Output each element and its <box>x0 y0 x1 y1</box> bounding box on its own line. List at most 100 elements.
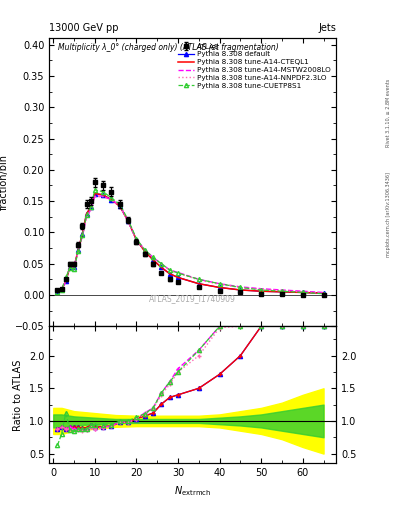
Pythia 8.308 tune-A14-NNPDF2.3LO <box>142 247 147 253</box>
Pythia 8.308 tune-A14-MSTW2008LO <box>321 289 326 295</box>
Pythia 8.308 tune-A14-NNPDF2.3LO <box>167 267 172 273</box>
Pythia 8.308 tune-A14-CTEQL1 <box>101 192 106 198</box>
Text: mcplots.cern.ch [arXiv:1306.3436]: mcplots.cern.ch [arXiv:1306.3436] <box>386 173 391 258</box>
Pythia 8.308 tune-CUETP8S1 <box>142 247 147 253</box>
Pythia 8.308 tune-A14-CTEQL1 <box>72 264 76 270</box>
Pythia 8.308 tune-A14-MSTW2008LO <box>126 218 130 224</box>
Pythia 8.308 tune-A14-CTEQL1 <box>126 218 130 224</box>
Pythia 8.308 tune-A14-MSTW2008LO <box>300 288 305 294</box>
Text: 13000 GeV pp: 13000 GeV pp <box>49 23 119 33</box>
Pythia 8.308 tune-A14-MSTW2008LO <box>134 237 139 243</box>
Pythia 8.308 tune-A14-MSTW2008LO <box>80 233 85 239</box>
Pythia 8.308 tune-A14-MSTW2008LO <box>259 286 264 292</box>
Pythia 8.308 default <box>63 278 68 284</box>
Legend: ATLAS, Pythia 8.308 default, Pythia 8.308 tune-A14-CTEQL1, Pythia 8.308 tune-A14: ATLAS, Pythia 8.308 default, Pythia 8.30… <box>177 42 332 90</box>
Pythia 8.308 tune-A14-NNPDF2.3LO <box>196 277 201 283</box>
Pythia 8.308 tune-A14-NNPDF2.3LO <box>238 284 243 290</box>
Pythia 8.308 tune-A14-NNPDF2.3LO <box>88 207 93 214</box>
Pythia 8.308 tune-A14-MSTW2008LO <box>101 193 106 199</box>
Pythia 8.308 tune-A14-NNPDF2.3LO <box>217 281 222 287</box>
Pythia 8.308 tune-A14-CTEQL1 <box>238 287 243 293</box>
Pythia 8.308 tune-CUETP8S1 <box>151 254 155 261</box>
Pythia 8.308 tune-CUETP8S1 <box>59 287 64 293</box>
Pythia 8.308 default <box>88 204 93 210</box>
Pythia 8.308 tune-A14-MSTW2008LO <box>176 269 180 275</box>
Pythia 8.308 tune-A14-MSTW2008LO <box>68 264 72 270</box>
Pythia 8.308 default <box>109 197 114 203</box>
Pythia 8.308 tune-A14-CTEQL1 <box>55 288 60 294</box>
Pythia 8.308 default <box>134 237 139 243</box>
Pythia 8.308 default <box>72 264 76 270</box>
Pythia 8.308 tune-A14-CTEQL1 <box>118 203 122 209</box>
Pythia 8.308 tune-A14-MSTW2008LO <box>92 193 97 199</box>
Pythia 8.308 default <box>118 203 122 209</box>
Pythia 8.308 tune-A14-CTEQL1 <box>176 274 180 281</box>
Text: Multiplicity λ_0° (charged only) (ATLAS jet fragmentation): Multiplicity λ_0° (charged only) (ATLAS … <box>58 42 279 52</box>
Pythia 8.308 tune-A14-CTEQL1 <box>84 210 89 217</box>
Pythia 8.308 tune-A14-NNPDF2.3LO <box>68 264 72 270</box>
Pythia 8.308 tune-A14-NNPDF2.3LO <box>126 219 130 225</box>
Pythia 8.308 tune-A14-MSTW2008LO <box>88 207 93 213</box>
Y-axis label: fraction/bin: fraction/bin <box>0 154 9 210</box>
Pythia 8.308 tune-CUETP8S1 <box>217 281 222 287</box>
Pythia 8.308 tune-A14-NNPDF2.3LO <box>63 278 68 284</box>
Pythia 8.308 tune-CUETP8S1 <box>159 261 164 267</box>
Pythia 8.308 tune-A14-NNPDF2.3LO <box>159 261 164 267</box>
Pythia 8.308 tune-A14-CTEQL1 <box>109 197 114 203</box>
Pythia 8.308 tune-A14-NNPDF2.3LO <box>92 194 97 200</box>
Pythia 8.308 tune-A14-CTEQL1 <box>321 290 326 296</box>
Pythia 8.308 default <box>196 281 201 287</box>
Pythia 8.308 default <box>55 288 60 294</box>
Pythia 8.308 default <box>300 289 305 295</box>
Pythia 8.308 tune-A14-MSTW2008LO <box>59 286 64 292</box>
Pythia 8.308 default <box>76 247 81 253</box>
Pythia 8.308 tune-A14-NNPDF2.3LO <box>55 288 60 294</box>
Pythia 8.308 tune-A14-CTEQL1 <box>92 190 97 197</box>
Pythia 8.308 tune-CUETP8S1 <box>55 289 60 295</box>
Y-axis label: Ratio to ATLAS: Ratio to ATLAS <box>13 359 23 431</box>
Pythia 8.308 default <box>167 271 172 277</box>
Pythia 8.308 tune-CUETP8S1 <box>92 187 97 193</box>
Pythia 8.308 tune-A14-MSTW2008LO <box>142 246 147 252</box>
Pythia 8.308 tune-A14-NNPDF2.3LO <box>279 288 284 294</box>
Pythia 8.308 tune-A14-NNPDF2.3LO <box>118 203 122 209</box>
Pythia 8.308 tune-A14-CTEQL1 <box>80 230 85 237</box>
Pythia 8.308 tune-A14-NNPDF2.3LO <box>80 233 85 240</box>
Pythia 8.308 tune-A14-CTEQL1 <box>151 257 155 263</box>
Line: Pythia 8.308 default: Pythia 8.308 default <box>55 191 326 295</box>
Text: Rivet 3.1.10, ≥ 2.8M events: Rivet 3.1.10, ≥ 2.8M events <box>386 78 391 147</box>
Pythia 8.308 tune-A14-NNPDF2.3LO <box>72 265 76 271</box>
Pythia 8.308 default <box>80 230 85 237</box>
Pythia 8.308 tune-A14-MSTW2008LO <box>118 202 122 208</box>
Pythia 8.308 tune-A14-NNPDF2.3LO <box>59 286 64 292</box>
Pythia 8.308 default <box>238 287 243 293</box>
Pythia 8.308 tune-A14-NNPDF2.3LO <box>76 249 81 255</box>
Pythia 8.308 tune-CUETP8S1 <box>118 201 122 207</box>
Pythia 8.308 tune-A14-NNPDF2.3LO <box>176 270 180 276</box>
Pythia 8.308 tune-A14-MSTW2008LO <box>238 284 243 290</box>
Pythia 8.308 tune-A14-CTEQL1 <box>76 247 81 253</box>
Pythia 8.308 tune-A14-CTEQL1 <box>279 289 284 295</box>
Pythia 8.308 tune-A14-MSTW2008LO <box>279 287 284 293</box>
Pythia 8.308 tune-CUETP8S1 <box>63 274 68 281</box>
Pythia 8.308 tune-CUETP8S1 <box>279 288 284 294</box>
Pythia 8.308 default <box>142 248 147 254</box>
Pythia 8.308 default <box>84 210 89 217</box>
Pythia 8.308 default <box>92 190 97 197</box>
Pythia 8.308 tune-CUETP8S1 <box>300 289 305 295</box>
Pythia 8.308 tune-A14-NNPDF2.3LO <box>259 286 264 292</box>
Line: Pythia 8.308 tune-A14-NNPDF2.3LO: Pythia 8.308 tune-A14-NNPDF2.3LO <box>57 197 323 293</box>
Pythia 8.308 tune-A14-MSTW2008LO <box>151 254 155 261</box>
Pythia 8.308 tune-A14-CTEQL1 <box>167 271 172 277</box>
Pythia 8.308 default <box>159 264 164 270</box>
Pythia 8.308 tune-CUETP8S1 <box>321 291 326 297</box>
Pythia 8.308 tune-A14-CTEQL1 <box>159 264 164 270</box>
Pythia 8.308 tune-A14-MSTW2008LO <box>76 248 81 254</box>
Pythia 8.308 tune-CUETP8S1 <box>196 276 201 283</box>
Pythia 8.308 tune-A14-CTEQL1 <box>142 248 147 254</box>
Pythia 8.308 tune-A14-NNPDF2.3LO <box>101 194 106 200</box>
Pythia 8.308 tune-A14-MSTW2008LO <box>63 278 68 284</box>
Pythia 8.308 tune-A14-MSTW2008LO <box>109 197 114 203</box>
Pythia 8.308 tune-A14-CTEQL1 <box>59 286 64 292</box>
Pythia 8.308 tune-CUETP8S1 <box>259 287 264 293</box>
